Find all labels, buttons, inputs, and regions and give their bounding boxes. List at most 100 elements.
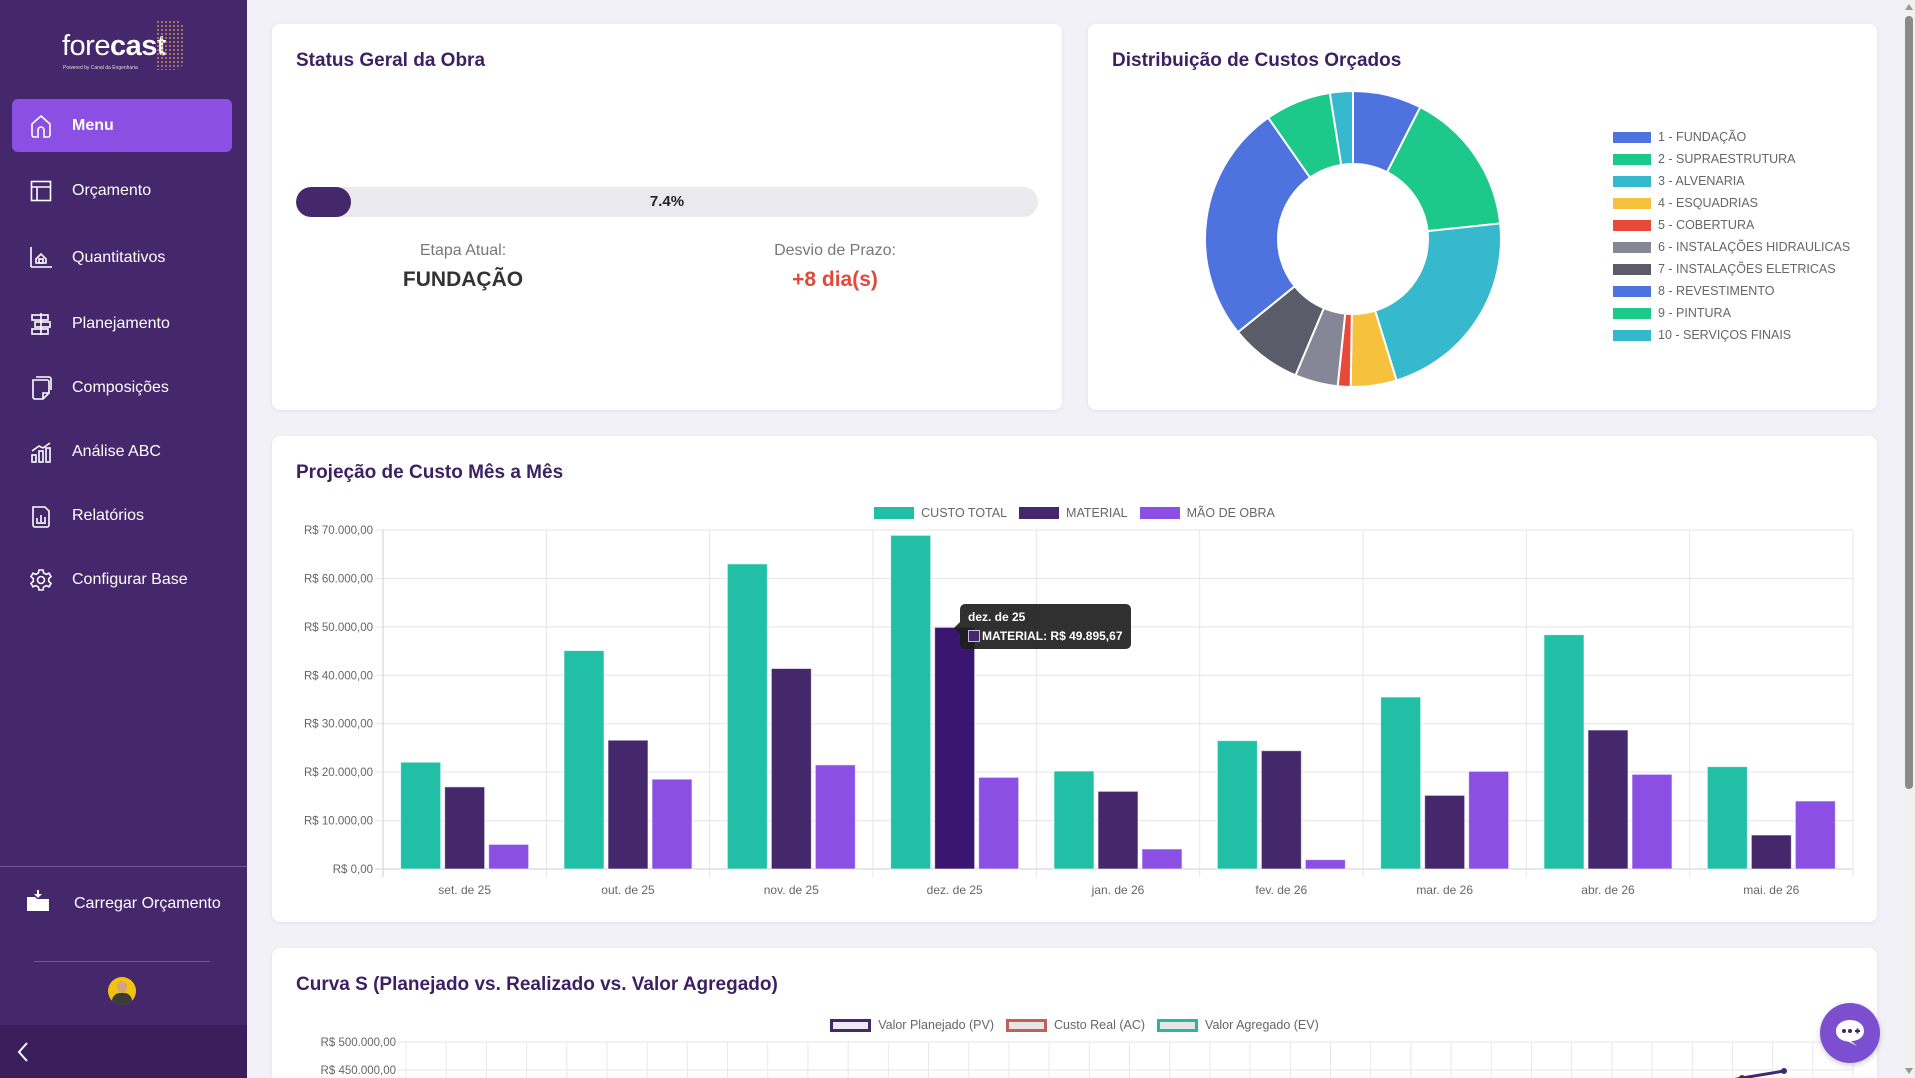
bar-custo-total[interactable] [890,534,932,870]
logo-pixel-pattern [156,20,184,70]
bar-m-o-de-obra[interactable] [1141,848,1183,870]
sidebar-item-relatorios[interactable]: Relatórios [12,489,232,542]
monthly-projection-card: Projeção de Custo Mês a Mês CUSTO TOTAL M… [272,436,1877,922]
legend-item[interactable]: 5 - COBERTURA [1613,214,1850,236]
page-scrollbar[interactable] [1903,0,1915,1078]
bar-material[interactable] [1260,750,1302,870]
pv-point[interactable] [1781,1068,1787,1074]
legend-item[interactable]: 8 - REVESTIMENTO [1613,280,1850,302]
pv-point[interactable] [1739,1075,1745,1078]
bar-m-o-de-obra[interactable] [651,778,693,870]
sidebar-item-analise-abc[interactable]: Análise ABC [12,425,232,478]
legend-item[interactable]: Valor Agregado (EV) [1157,1018,1319,1032]
bar-material[interactable] [607,739,649,870]
bar-custo-total[interactable] [1380,696,1422,870]
bar-material[interactable] [1097,790,1139,870]
y-tick-label: R$ 60.000,00 [304,573,373,585]
schedule-deviation-value: +8 dia(s) [792,268,878,291]
legend-swatch [874,507,915,519]
legend-swatch [1613,197,1651,209]
legend-swatch [1613,153,1651,165]
legend-item[interactable]: 3 - ALVENARIA [1613,170,1850,192]
legend-label: 7 - INSTALAÇÕES ELETRICAS [1658,262,1836,276]
monthly-projection-title: Projeção de Custo Mês a Mês [296,462,564,483]
forecast-logo[interactable]: forecast Powered by Canal da Engenharia [60,20,190,71]
sidebar-item-configurar-base[interactable]: Configurar Base [12,553,232,606]
y-tick-label: R$ 10.000,00 [304,816,373,828]
legend-item[interactable]: 1 - FUNDAÇÃO [1613,126,1850,148]
scrollbar-thumb[interactable] [1905,16,1913,789]
user-avatar[interactable] [108,977,136,1005]
scroll-up-arrow-icon[interactable] [1905,4,1913,10]
sidebar-collapse-button[interactable] [0,1025,247,1078]
legend-label: 9 - PINTURA [1658,306,1731,320]
legend-item[interactable]: MÃO DE OBRA [1139,506,1275,520]
donut-slice-3[interactable] [1373,222,1502,382]
legend-item[interactable]: MATERIAL [1019,506,1128,520]
legend-item[interactable]: 7 - INSTALAÇÕES ELETRICAS [1613,258,1850,280]
legend-item[interactable]: Valor Planejado (PV) [830,1018,994,1032]
chat-button[interactable] [1820,1003,1880,1063]
bar-m-o-de-obra[interactable] [1631,773,1673,870]
bar-custo-total[interactable] [1216,740,1258,870]
bar-m-o-de-obra[interactable] [1794,800,1836,870]
y-tick-label: R$ 70.000,00 [304,525,373,537]
legend-item[interactable]: Custo Real (AC) [1006,1018,1145,1032]
legend-item[interactable]: 10 - SERVIÇOS FINAIS [1613,324,1850,346]
sidebar-item-label: Composições [72,378,169,396]
scroll-down-arrow-icon[interactable] [1905,1068,1913,1074]
monthly-projection-legend: CUSTO TOTAL MATERIAL MÃO DE OBRA [272,506,1877,520]
bar-m-o-de-obra[interactable] [978,776,1020,870]
sidebar-item-composicoes[interactable]: Composições [12,361,232,414]
bar-material[interactable] [1750,834,1792,870]
bar-custo-total[interactable] [1053,770,1095,870]
status-card-title: Status Geral da Obra [296,50,486,71]
bar-m-o-de-obra[interactable] [1304,859,1346,870]
legend-item[interactable]: 4 - ESQUADRIAS [1613,192,1850,214]
legend-item[interactable]: 6 - INSTALAÇÕES HIDRAULICAS [1613,236,1850,258]
legend-swatch [1613,285,1651,297]
bar-m-o-de-obra[interactable] [1468,770,1510,870]
current-stage: Etapa Atual: FUNDAÇÃO [313,242,613,292]
bar-custo-total[interactable] [1543,634,1585,870]
x-tick-label: out. de 25 [601,883,655,897]
tooltip-title: dez. de 25 [968,610,1026,624]
sidebar-item-planejamento[interactable]: Planejamento [12,297,232,350]
cost-distribution-donut [1204,89,1502,388]
tooltip-value: MATERIAL: R$ 49.895,67 [982,629,1123,643]
bar-material[interactable] [1587,729,1629,870]
bar-material[interactable] [1424,794,1466,870]
legend-swatch [1613,307,1651,319]
donut-slice-10[interactable] [1328,89,1354,167]
x-tick-label: fev. de 26 [1255,883,1307,897]
logo-tagline: Powered by Canal da Engenharia [63,65,138,71]
bar-material[interactable] [770,668,812,870]
bar-custo-total[interactable] [563,650,605,870]
legend-label: 10 - SERVIÇOS FINAIS [1658,328,1792,342]
bar-custo-total[interactable] [726,563,768,870]
load-budget-button[interactable]: Carregar Orçamento [26,890,221,917]
s-curve-legend: Valor Planejado (PV) Custo Real (AC) Valor… [272,1018,1877,1032]
y-tick-label: R$ 50.000,00 [304,622,373,634]
legend-label: Valor Planejado (PV) [878,1018,995,1032]
legend-item[interactable]: 2 - SUPRAESTRUTURA [1613,148,1850,170]
progress-label: 7.4% [649,193,685,210]
donut-slice-8[interactable] [1204,116,1312,334]
sidebar-item-orcamento[interactable]: Orçamento [12,164,232,217]
bar-m-o-de-obra[interactable] [814,764,856,870]
bar-material[interactable] [444,786,486,870]
bar-custo-total[interactable] [400,761,442,870]
bar-material[interactable] [934,626,976,870]
legend-item[interactable]: CUSTO TOTAL [874,506,1007,520]
table-icon [26,176,56,206]
sidebar-item-menu[interactable]: Menu [12,99,232,152]
legend-swatch [1613,175,1651,187]
legend-item[interactable]: 9 - PINTURA [1613,302,1850,324]
legend-label: MATERIAL [1066,506,1128,520]
sidebar-item-quantitativos[interactable]: Quantitativos [12,231,232,284]
bar-m-o-de-obra[interactable] [488,843,530,870]
monthly-projection-chart: R$ 0,00 R$ 10.000,00 R$ 20.000,00 R$ 30.000… [304,525,1854,897]
bar-custo-total[interactable] [1706,766,1748,870]
legend-swatch [1019,507,1060,519]
chart-tooltip: dez. de 25 MATERIAL: R$ 49.895,67 [954,604,1131,649]
